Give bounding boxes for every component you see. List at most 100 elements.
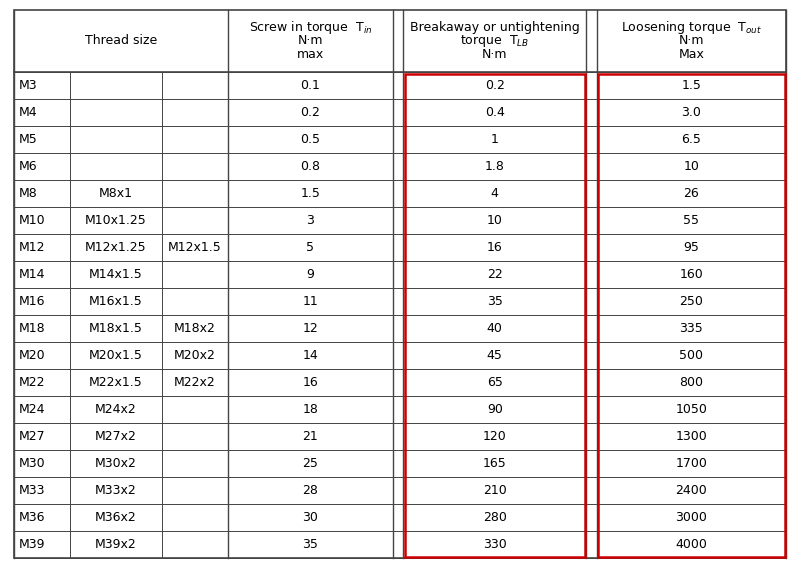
Text: M14x1.5: M14x1.5: [89, 268, 142, 281]
Text: 0.2: 0.2: [485, 79, 505, 92]
Text: M6: M6: [19, 160, 38, 173]
Text: 12: 12: [302, 322, 318, 335]
Text: M16x1.5: M16x1.5: [89, 295, 142, 308]
Text: M5: M5: [19, 133, 38, 146]
Text: 0.8: 0.8: [300, 160, 320, 173]
Text: M22x1.5: M22x1.5: [89, 376, 142, 389]
Text: M16: M16: [19, 295, 46, 308]
Bar: [598, 74, 785, 556]
Text: N·m: N·m: [482, 48, 507, 61]
Text: 21: 21: [302, 430, 318, 443]
Text: 120: 120: [483, 430, 506, 443]
Text: M18: M18: [19, 322, 46, 335]
Text: 4000: 4000: [675, 538, 707, 551]
Text: M36x2: M36x2: [95, 511, 137, 524]
Text: 30: 30: [302, 511, 318, 524]
Text: M8: M8: [19, 187, 38, 200]
Text: 95: 95: [683, 241, 699, 254]
Text: 16: 16: [302, 376, 318, 389]
Text: 10: 10: [683, 160, 699, 173]
Text: M18x1.5: M18x1.5: [89, 322, 142, 335]
Text: 90: 90: [486, 403, 502, 416]
Text: 35: 35: [486, 295, 502, 308]
Text: M33x2: M33x2: [95, 484, 137, 497]
Text: Thread size: Thread size: [85, 35, 157, 48]
Text: M8x1: M8x1: [99, 187, 133, 200]
Text: 26: 26: [683, 187, 699, 200]
Text: 165: 165: [483, 457, 506, 470]
Text: M4: M4: [19, 106, 38, 119]
Text: M36: M36: [19, 511, 46, 524]
Text: M24x2: M24x2: [95, 403, 137, 416]
Text: M27: M27: [19, 430, 46, 443]
Text: M20x1.5: M20x1.5: [89, 349, 142, 362]
Text: M39x2: M39x2: [95, 538, 137, 551]
Text: M10: M10: [19, 214, 46, 227]
Text: 10: 10: [486, 214, 502, 227]
Text: M24: M24: [19, 403, 46, 416]
Text: 0.4: 0.4: [485, 106, 505, 119]
Text: 4: 4: [490, 187, 498, 200]
Text: 35: 35: [302, 538, 318, 551]
Text: M12x1.5: M12x1.5: [168, 241, 222, 254]
Text: 1050: 1050: [675, 403, 707, 416]
Text: 1700: 1700: [675, 457, 707, 470]
Text: 250: 250: [679, 295, 703, 308]
Text: M3: M3: [19, 79, 38, 92]
Text: 3.0: 3.0: [682, 106, 702, 119]
Text: 14: 14: [302, 349, 318, 362]
Text: M33: M33: [19, 484, 46, 497]
Text: M12x1.25: M12x1.25: [85, 241, 146, 254]
Text: 280: 280: [482, 511, 506, 524]
Text: M27x2: M27x2: [95, 430, 137, 443]
Text: torque  T$_{LB}$: torque T$_{LB}$: [460, 33, 530, 49]
Text: 500: 500: [679, 349, 703, 362]
Text: 9: 9: [306, 268, 314, 281]
Bar: [405, 74, 585, 556]
Text: M30: M30: [19, 457, 46, 470]
Text: Screw in torque  T$_{in}$: Screw in torque T$_{in}$: [249, 19, 372, 36]
Text: M12: M12: [19, 241, 46, 254]
Text: M22: M22: [19, 376, 46, 389]
Text: 0.1: 0.1: [301, 79, 320, 92]
Text: 65: 65: [486, 376, 502, 389]
Text: 1: 1: [490, 133, 498, 146]
Text: N·m: N·m: [298, 35, 323, 48]
Text: M20: M20: [19, 349, 46, 362]
Text: M22x2: M22x2: [174, 376, 216, 389]
Text: 1300: 1300: [675, 430, 707, 443]
Text: Breakaway or untightening: Breakaway or untightening: [410, 22, 579, 35]
Text: Loosening torque  T$_{out}$: Loosening torque T$_{out}$: [621, 19, 762, 36]
Text: 22: 22: [487, 268, 502, 281]
Text: M10x1.25: M10x1.25: [85, 214, 146, 227]
Text: 18: 18: [302, 403, 318, 416]
Text: 11: 11: [302, 295, 318, 308]
Text: 6.5: 6.5: [682, 133, 702, 146]
Text: 2400: 2400: [675, 484, 707, 497]
Text: M39: M39: [19, 538, 46, 551]
Text: M30x2: M30x2: [95, 457, 137, 470]
Text: 28: 28: [302, 484, 318, 497]
Text: 1.8: 1.8: [485, 160, 505, 173]
Text: 800: 800: [679, 376, 703, 389]
Text: 45: 45: [486, 349, 502, 362]
Text: 5: 5: [306, 241, 314, 254]
Text: 3: 3: [306, 214, 314, 227]
Text: Max: Max: [678, 48, 704, 61]
Text: 40: 40: [486, 322, 502, 335]
Text: 1.5: 1.5: [301, 187, 320, 200]
Text: 210: 210: [483, 484, 506, 497]
Text: 3000: 3000: [675, 511, 707, 524]
Text: 55: 55: [683, 214, 699, 227]
Text: 16: 16: [487, 241, 502, 254]
Text: 0.2: 0.2: [301, 106, 320, 119]
Text: 0.5: 0.5: [300, 133, 320, 146]
Text: 335: 335: [679, 322, 703, 335]
Text: N·m: N·m: [678, 35, 704, 48]
Text: 330: 330: [483, 538, 506, 551]
Text: M14: M14: [19, 268, 46, 281]
Text: M18x2: M18x2: [174, 322, 216, 335]
Text: 1.5: 1.5: [682, 79, 702, 92]
Text: 25: 25: [302, 457, 318, 470]
Text: 160: 160: [679, 268, 703, 281]
